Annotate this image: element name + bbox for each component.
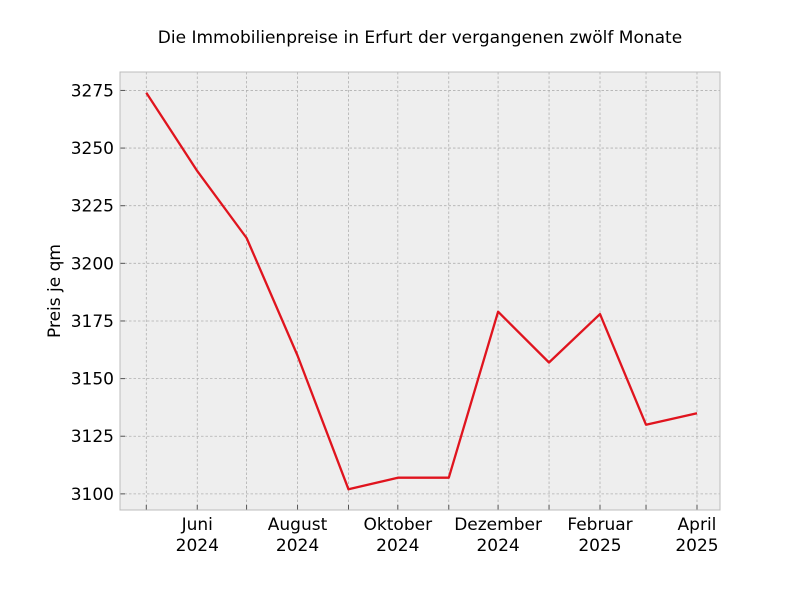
series-group: [145, 92, 698, 491]
y-tick-label: 3225: [71, 197, 114, 217]
x-tick-label: Dezember 2024: [454, 515, 542, 556]
plot-frame: [119, 71, 721, 511]
x-tick-label: August 2024: [268, 515, 328, 556]
y-axis-label: Preis je qm: [45, 244, 65, 338]
x-tick-label: Juni 2024: [176, 515, 219, 556]
y-tick-label: 3275: [71, 81, 114, 101]
y-tick-label: 3150: [71, 370, 114, 390]
x-tick-label: April 2025: [675, 515, 718, 556]
axis-ticks: 3100 3125 3150 3175 3200 3225 3250 3275 Juni 2024…: [71, 81, 719, 556]
plot-area: [120, 72, 720, 510]
chart-title: Die Immobilienpreise in Erfurt der verga…: [158, 28, 682, 48]
x-tick-label: Februar 2025: [567, 515, 632, 556]
y-tick-label: 3200: [71, 254, 114, 274]
y-tick-label: 3250: [71, 139, 114, 159]
y-tick-label: 3100: [71, 485, 114, 505]
y-tick-label: 3175: [71, 312, 114, 332]
x-tick-label: Oktober 2024: [364, 515, 433, 556]
y-tick-label: 3125: [71, 427, 114, 447]
grid-lines: [120, 72, 720, 510]
series-line: [145, 92, 698, 491]
